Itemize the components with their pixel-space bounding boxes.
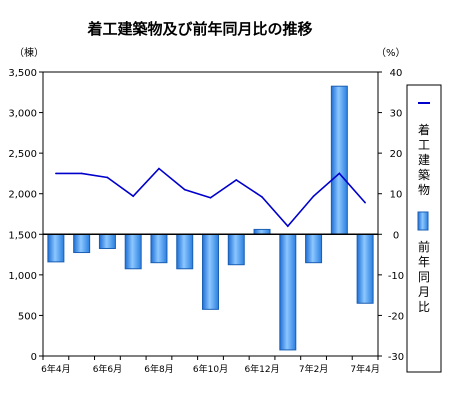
bar (330, 85, 348, 235)
line-point (364, 201, 366, 204)
x-tick-label: 6年12月 (244, 363, 279, 375)
right-tick-label: -30 (388, 352, 404, 363)
bar (47, 233, 65, 263)
legend-bar-label-char: 同 (418, 270, 430, 284)
line-point (209, 196, 212, 199)
legend-bar-label-char: 月 (418, 285, 430, 299)
bar (150, 233, 168, 264)
legend: 着工建築物 前年同月比 (406, 84, 442, 373)
bar (176, 233, 194, 270)
left-tick-label: 1,000 (8, 271, 37, 282)
line-point (287, 225, 289, 227)
right-tick-label: 10 (390, 190, 403, 201)
plot-frame (42, 71, 379, 357)
bar (356, 233, 374, 304)
x-tick-label: 7年4月 (350, 363, 379, 375)
x-tick-label: 7年2月 (299, 363, 328, 375)
line-point (132, 195, 134, 197)
line-point (158, 167, 160, 170)
line-point (183, 188, 186, 191)
bar (73, 233, 91, 254)
chart-title: 着工建築物及び前年同月比の推移 (86, 20, 312, 38)
bar (98, 233, 116, 249)
legend-line-label-char: 築 (418, 167, 430, 182)
left-tick-label: 500 (18, 311, 37, 322)
left-tick-label: 1,500 (8, 230, 37, 241)
right-tick-label: -10 (388, 271, 404, 282)
x-tick-label: 6年8月 (144, 363, 173, 375)
left-tick-label: 2,000 (8, 190, 37, 201)
legend-bar-swatch (417, 211, 429, 231)
right-tick-label: 0 (393, 230, 399, 241)
right-tick-label: -20 (388, 311, 404, 322)
left-axis-unit: （棟） (14, 46, 44, 59)
bar (279, 233, 297, 351)
legend-bar-label-char: 比 (418, 300, 430, 314)
left-tick-label: 0 (31, 352, 37, 363)
legend-line-label-char: 工 (418, 138, 430, 152)
line-point (312, 195, 315, 197)
bar (202, 233, 219, 310)
x-tick-label: 6年4月 (41, 363, 70, 375)
legend-line-label-char: 物 (418, 183, 430, 197)
line-point (80, 172, 83, 175)
bar (227, 233, 245, 266)
x-tick-label: 6年6月 (93, 363, 122, 375)
line-point (55, 172, 57, 175)
line-point (338, 172, 341, 175)
right-tick-label: 30 (390, 109, 403, 120)
left-tick-label: 2,500 (8, 149, 37, 160)
right-tick-label: 20 (390, 149, 403, 160)
legend-bar-label-char: 年 (418, 255, 430, 269)
line-point (235, 179, 238, 181)
line-point (106, 176, 109, 179)
left-tick-label: 3,500 (8, 68, 37, 79)
line-point (261, 196, 263, 198)
left-tick-label: 3,000 (8, 109, 37, 120)
right-tick-label: 40 (390, 68, 403, 79)
right-axis-unit: （%） (376, 47, 406, 59)
bar (124, 233, 142, 270)
legend-line-label-char: 建 (418, 153, 430, 167)
bar (305, 233, 323, 264)
legend-line-label-char: 着 (418, 122, 430, 137)
legend-bar-label-char: 前 (418, 239, 430, 254)
x-tick-label: 6年10月 (193, 363, 228, 375)
